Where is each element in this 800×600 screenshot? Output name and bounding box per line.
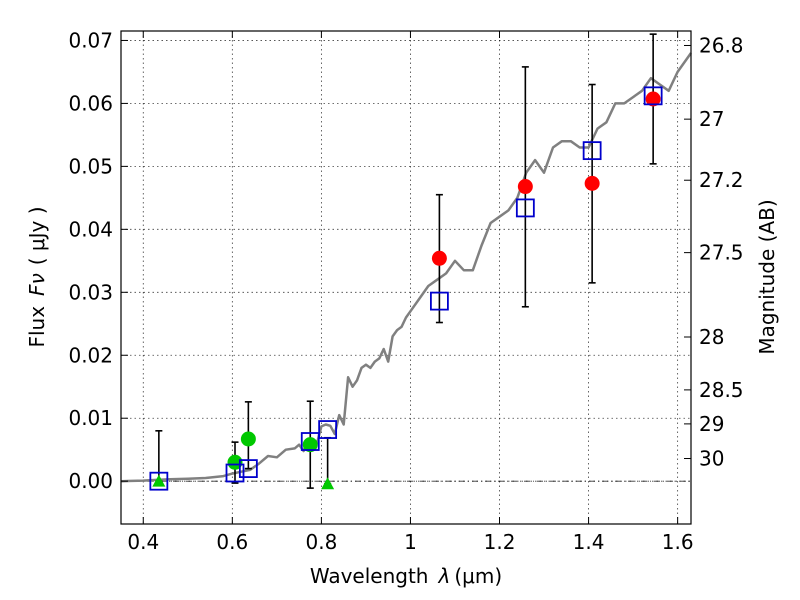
y-tick-label: 0.05 <box>68 154 113 178</box>
y-tick-label: 0.07 <box>68 28 113 52</box>
axis-ticks <box>121 31 691 524</box>
square-marker <box>149 471 169 491</box>
square-marker <box>429 291 449 311</box>
y-axis-label: FluxFν( μJy ) <box>25 206 49 347</box>
square-marker <box>300 432 320 451</box>
y2-tick-labels: 26.8 27 27.2 27.5 28 28.5 29 30 <box>699 33 744 470</box>
y-tick-labels: 0.00 0.01 0.02 0.03 0.04 0.05 0.06 0.07 <box>68 28 113 493</box>
y2-tick-label: 30 <box>699 447 724 471</box>
plot-frame <box>120 30 692 525</box>
x-axis-label: Wavelength λ (μm) <box>310 564 502 588</box>
square-marker <box>238 459 258 478</box>
model-spectrum <box>120 52 693 483</box>
y2-tick-label: 27.2 <box>699 168 744 192</box>
circle-marker <box>517 179 533 195</box>
y-tick-label: 0.02 <box>68 343 113 367</box>
y2-tick-label: 28.5 <box>699 378 744 402</box>
y2-tick-label: 26.8 <box>699 33 744 57</box>
grid-lines <box>121 31 691 524</box>
square-marker <box>318 420 338 439</box>
triangle-marker <box>321 477 335 490</box>
x-tick-label: 0.8 <box>305 530 337 554</box>
x-tick-labels: 0.4 0.6 0.8 1 1.2 1.4 1.6 <box>127 530 693 554</box>
circle-marker <box>431 250 447 266</box>
circle-marker <box>645 91 661 107</box>
y2-tick-label: 29 <box>699 412 724 436</box>
x-tick-label: 1 <box>404 530 417 554</box>
y-tick-label: 0.00 <box>68 469 113 493</box>
square-marker <box>643 86 663 106</box>
model-spectrum-line <box>120 52 693 483</box>
y-tick-label: 0.06 <box>68 91 113 115</box>
y-tick-label: 0.03 <box>68 280 113 304</box>
circle-marker <box>227 454 243 470</box>
square-marker <box>515 198 535 218</box>
y2-tick-label: 27.5 <box>699 241 744 265</box>
x-tick-label: 0.4 <box>127 530 159 554</box>
y-tick-label: 0.04 <box>68 217 113 241</box>
x-tick-label: 0.6 <box>216 530 248 554</box>
x-tick-label: 1.6 <box>662 530 694 554</box>
y-tick-label: 0.01 <box>68 406 113 430</box>
y2-tick-label: 27 <box>699 107 724 131</box>
circle-marker <box>584 175 600 191</box>
y2-tick-label: 28 <box>699 325 724 349</box>
circle-marker <box>240 431 256 447</box>
triangle-marker <box>152 474 166 487</box>
x-tick-label: 1.2 <box>484 530 516 554</box>
square-marker <box>225 463 245 483</box>
x-tick-label: 1.4 <box>573 530 605 554</box>
circle-marker <box>302 437 318 453</box>
y2-axis-label: Magnitude (AB) <box>755 199 779 354</box>
square-marker <box>582 141 602 161</box>
data-markers <box>149 86 663 491</box>
error-bars <box>155 33 657 489</box>
